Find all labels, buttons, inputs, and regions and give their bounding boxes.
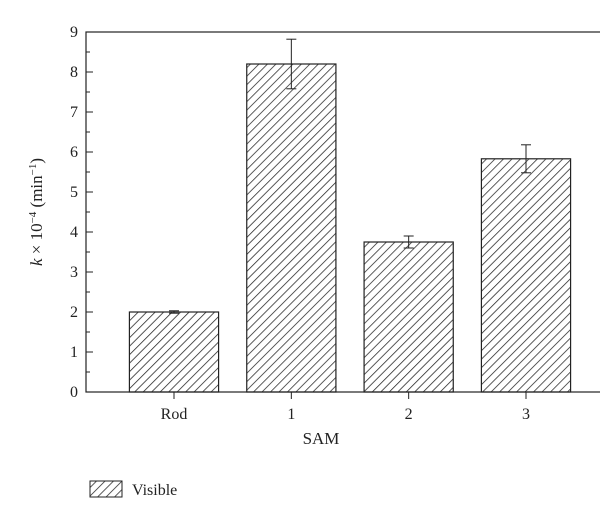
x-tick-label: 1 <box>287 406 295 423</box>
bars-layer <box>128 63 572 393</box>
y-tick-label: 4 <box>70 224 78 241</box>
y-tick-label: 0 <box>70 384 78 401</box>
bar <box>480 158 572 393</box>
y-axis-title-exponent: −4 <box>27 211 39 223</box>
y-axis-title-unit-open: (min <box>27 175 46 212</box>
x-tick-label: Rod <box>161 406 188 423</box>
legend: Visible <box>89 480 177 499</box>
y-tick-label: 8 <box>70 64 78 81</box>
x-tick-label: 3 <box>522 406 530 423</box>
y-tick-label: 9 <box>70 24 78 41</box>
bar <box>128 311 220 393</box>
y-tick-label: 2 <box>70 304 78 321</box>
y-tick-label: 7 <box>70 104 78 121</box>
y-tick-label: 1 <box>70 344 78 361</box>
y-axis-title-unit-exponent: −1 <box>27 164 39 176</box>
y-axis-title: k × 10−4 (min−1) <box>27 158 46 266</box>
y-tick-label: 3 <box>70 264 78 281</box>
y-axis-title-times-ten: × 10 <box>27 223 46 258</box>
bar <box>363 241 454 393</box>
legend-label: Visible <box>132 482 177 499</box>
y-axis-title-k: k <box>27 258 46 266</box>
legend-swatch <box>89 480 123 498</box>
error-bars-layer <box>169 38 531 314</box>
bar <box>246 63 337 393</box>
y-axis-title-unit-close: ) <box>27 158 46 164</box>
y-axis: 0 1 2 3 4 5 6 7 8 9 <box>70 24 93 401</box>
x-tick-label: 2 <box>405 406 413 423</box>
y-tick-label: 6 <box>70 144 78 161</box>
x-axis-title: SAM <box>303 429 340 448</box>
x-axis: Rod 1 2 3 <box>161 392 530 423</box>
y-tick-label: 5 <box>70 184 78 201</box>
